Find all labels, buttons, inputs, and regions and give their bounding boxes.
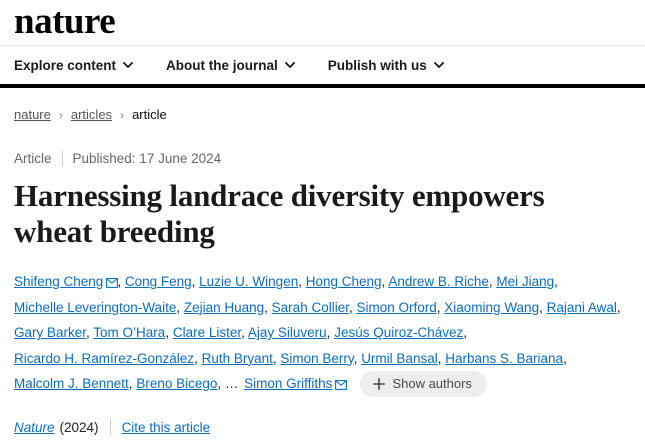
author-link[interactable]: Sarah Collier xyxy=(271,299,349,315)
page-title: Harnessing landrace diversity empowers w… xyxy=(14,178,545,249)
author-separator: , xyxy=(616,299,621,315)
author-link[interactable]: Urmil Bansal xyxy=(361,350,438,366)
journal-citation: Nature (2024) Cite this article xyxy=(14,419,631,436)
breadcrumb-separator-icon: › xyxy=(58,107,63,122)
author-separator: , xyxy=(165,325,173,340)
nav-item-label: Publish with us xyxy=(327,57,427,73)
site-masthead: nature xyxy=(0,0,645,46)
nature-logo[interactable]: nature xyxy=(14,1,116,42)
author-separator: , xyxy=(298,274,306,289)
author-separator: , xyxy=(272,350,281,366)
nav-item-label: Explore content xyxy=(14,57,117,73)
author-link[interactable]: Rajani Awal xyxy=(546,299,617,315)
author-link[interactable]: Zejian Huang xyxy=(183,299,265,315)
author-link[interactable]: Michelle Leverington-Waite xyxy=(14,299,177,315)
show-authors-button[interactable]: Show authors xyxy=(360,371,487,398)
author-separator: , xyxy=(554,274,558,289)
author-separator: , xyxy=(86,325,94,340)
author-link[interactable]: Cong Feng xyxy=(124,274,192,289)
article-type: Article xyxy=(14,151,52,166)
author-separator: , xyxy=(191,274,200,289)
author-separator: , xyxy=(539,299,547,315)
author-separator: , xyxy=(176,299,184,315)
article-header: Article Published: 17 June 2024 Harnessi… xyxy=(0,151,645,436)
author-separator: , xyxy=(194,350,202,366)
plus-icon xyxy=(373,378,386,391)
author-separator: , xyxy=(326,325,335,340)
author-link[interactable]: Luzie U. Wingen xyxy=(199,274,299,289)
author-separator: , xyxy=(117,274,125,289)
article-published-date: Published: 17 June 2024 xyxy=(72,151,222,166)
author-separator: , xyxy=(128,376,137,391)
author-separator: , xyxy=(563,350,567,366)
author-link[interactable]: Clare Lister xyxy=(172,325,242,340)
author-link[interactable]: Gary Barker xyxy=(14,325,87,340)
author-link[interactable]: Simon Orford xyxy=(356,299,437,315)
article-meta: Article Published: 17 June 2024 xyxy=(14,151,631,166)
author-ellipsis: … xyxy=(224,376,243,391)
author-link[interactable]: Andrew B. Riche xyxy=(388,274,489,289)
chevron-down-icon xyxy=(433,60,444,69)
chevron-down-icon xyxy=(284,60,295,69)
breadcrumb-item-article: article xyxy=(132,107,167,122)
journal-divider xyxy=(109,419,111,436)
author-link[interactable]: Harbans S. Bariana xyxy=(445,350,564,366)
author-link[interactable]: Shifeng Cheng xyxy=(14,274,104,289)
author-separator: , xyxy=(463,325,468,340)
author-separator: , xyxy=(437,350,446,366)
author-separator: , xyxy=(381,274,389,289)
nav-item-label: About the journal xyxy=(166,57,278,73)
author-separator: , xyxy=(488,274,497,289)
breadcrumb-item-articles[interactable]: articles xyxy=(70,107,113,122)
author-link[interactable]: Ricardo H. Ramírez-González xyxy=(14,350,195,366)
author-separator: , xyxy=(217,376,225,391)
author-link[interactable]: Ruth Bryant xyxy=(201,350,273,366)
chevron-down-icon xyxy=(123,60,134,69)
author-link[interactable]: Breno Bicego xyxy=(136,376,218,391)
show-authors-label: Show authors xyxy=(392,376,472,392)
nav-item-about-the-journal[interactable]: About the journal xyxy=(166,57,295,73)
author-link[interactable]: Simon Griffiths xyxy=(244,376,333,391)
breadcrumb: nature › articles › article xyxy=(0,88,645,122)
corresponding-author-email-icon[interactable] xyxy=(335,380,348,390)
author-link[interactable]: Malcolm J. Bennett xyxy=(14,376,129,391)
author-link[interactable]: Ajay Siluveru xyxy=(247,325,327,340)
author-link[interactable]: Mei Jiang xyxy=(496,274,555,289)
author-link[interactable]: Jesús Quiroz-Chávez xyxy=(334,325,464,340)
author-link[interactable]: Simon Berry xyxy=(280,350,354,366)
corresponding-author-email-icon[interactable] xyxy=(106,278,119,288)
author-separator: , xyxy=(348,299,357,315)
breadcrumb-separator-icon: › xyxy=(120,107,125,122)
cite-this-article-link[interactable]: Cite this article xyxy=(121,419,211,435)
journal-year: (2024) xyxy=(59,419,99,435)
author-separator: , xyxy=(353,350,362,366)
author-separator: , xyxy=(241,325,248,340)
author-link[interactable]: Tom O’Hara xyxy=(93,325,166,340)
nav-item-publish-with-us[interactable]: Publish with us xyxy=(327,57,444,73)
author-link[interactable]: Xiaoming Wang xyxy=(444,299,540,315)
breadcrumb-item-nature[interactable]: nature xyxy=(14,107,51,122)
author-list: Shifeng Cheng, Cong Feng, Luzie U. Winge… xyxy=(14,269,631,398)
author-separator: , xyxy=(264,299,272,315)
nav-item-explore-content[interactable]: Explore content xyxy=(14,57,134,73)
main-navigation: Explore content About the journal Publis… xyxy=(0,46,645,88)
author-separator: , xyxy=(436,299,445,315)
journal-name-link[interactable]: Nature xyxy=(14,419,55,435)
meta-divider xyxy=(61,151,63,166)
author-link[interactable]: Hong Cheng xyxy=(305,274,382,289)
